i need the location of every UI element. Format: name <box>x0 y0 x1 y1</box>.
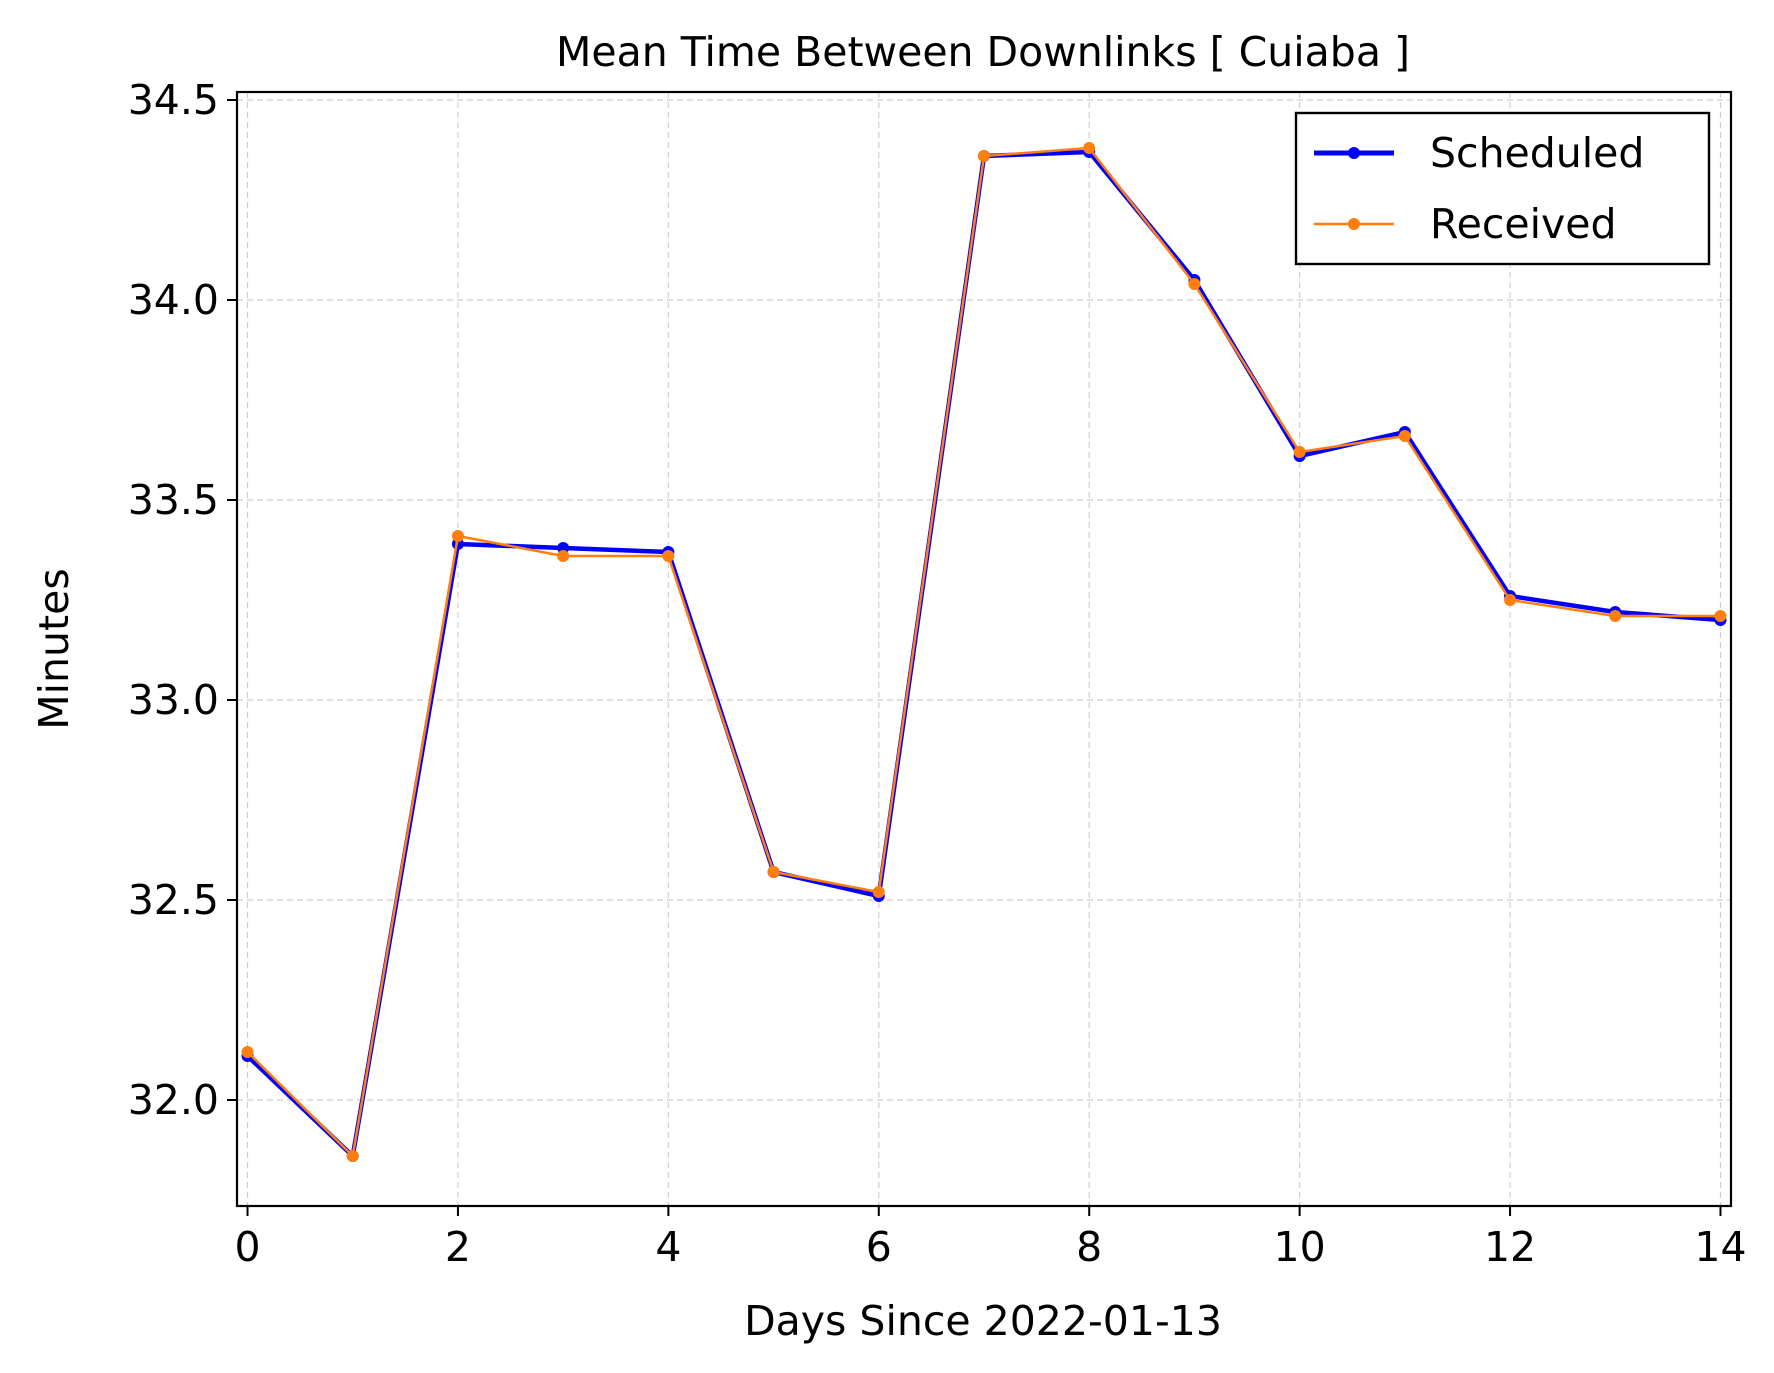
data-point-received <box>1083 142 1096 154</box>
legend-box <box>1294 111 1711 266</box>
x-tick-label: 14 <box>1694 1223 1746 1271</box>
data-point-received <box>1714 610 1727 622</box>
data-point-received <box>1398 430 1411 442</box>
data-point-received <box>241 1046 254 1058</box>
legend-marker-scheduled <box>1348 147 1360 159</box>
x-tick-label: 8 <box>1076 1223 1102 1271</box>
y-tick-label: 33.0 <box>128 676 219 724</box>
x-tick-label: 6 <box>866 1223 892 1271</box>
data-point-received <box>451 530 464 542</box>
y-tick-label: 32.0 <box>128 1076 219 1124</box>
x-tick-label: 4 <box>655 1223 681 1271</box>
data-point-received <box>662 550 675 562</box>
data-point-received <box>346 1150 359 1162</box>
x-tick-label: 2 <box>445 1223 471 1271</box>
data-point-received <box>767 866 780 878</box>
legend-label-received: Received <box>1430 200 1617 248</box>
data-point-received <box>1188 278 1201 290</box>
y-tick-label: 34.5 <box>128 76 219 124</box>
series-layer <box>241 142 1727 1162</box>
data-point-received <box>978 150 990 162</box>
x-tick-label: 0 <box>234 1223 260 1271</box>
data-point-received <box>557 550 570 562</box>
y-tick-label: 34.0 <box>128 276 219 324</box>
chart-title: Mean Time Between Downlinks [ Cuiaba ] <box>556 28 1410 76</box>
data-point-received <box>872 886 885 898</box>
grid <box>237 92 1731 1206</box>
x-tick-label: 10 <box>1274 1223 1326 1271</box>
legend: Scheduled Received <box>1294 111 1711 266</box>
x-tick-label: 12 <box>1484 1223 1536 1271</box>
data-point-received <box>1293 446 1306 458</box>
x-axis: 0 2 4 6 8 10 12 14 <box>234 1206 1747 1271</box>
legend-marker-received <box>1348 218 1360 230</box>
y-tick-label: 33.5 <box>128 476 219 524</box>
data-point-received <box>1504 594 1517 606</box>
data-point-received <box>1609 610 1622 622</box>
legend-label-scheduled: Scheduled <box>1430 129 1644 177</box>
y-axis: 32.0 32.5 33.0 33.5 34.0 34.5 <box>128 76 237 1124</box>
plot-frame <box>235 90 1733 1208</box>
y-tick-label: 32.5 <box>128 876 219 924</box>
x-axis-label: Days Since 2022-01-13 <box>744 1297 1222 1345</box>
y-axis-label: Minutes <box>30 568 78 729</box>
